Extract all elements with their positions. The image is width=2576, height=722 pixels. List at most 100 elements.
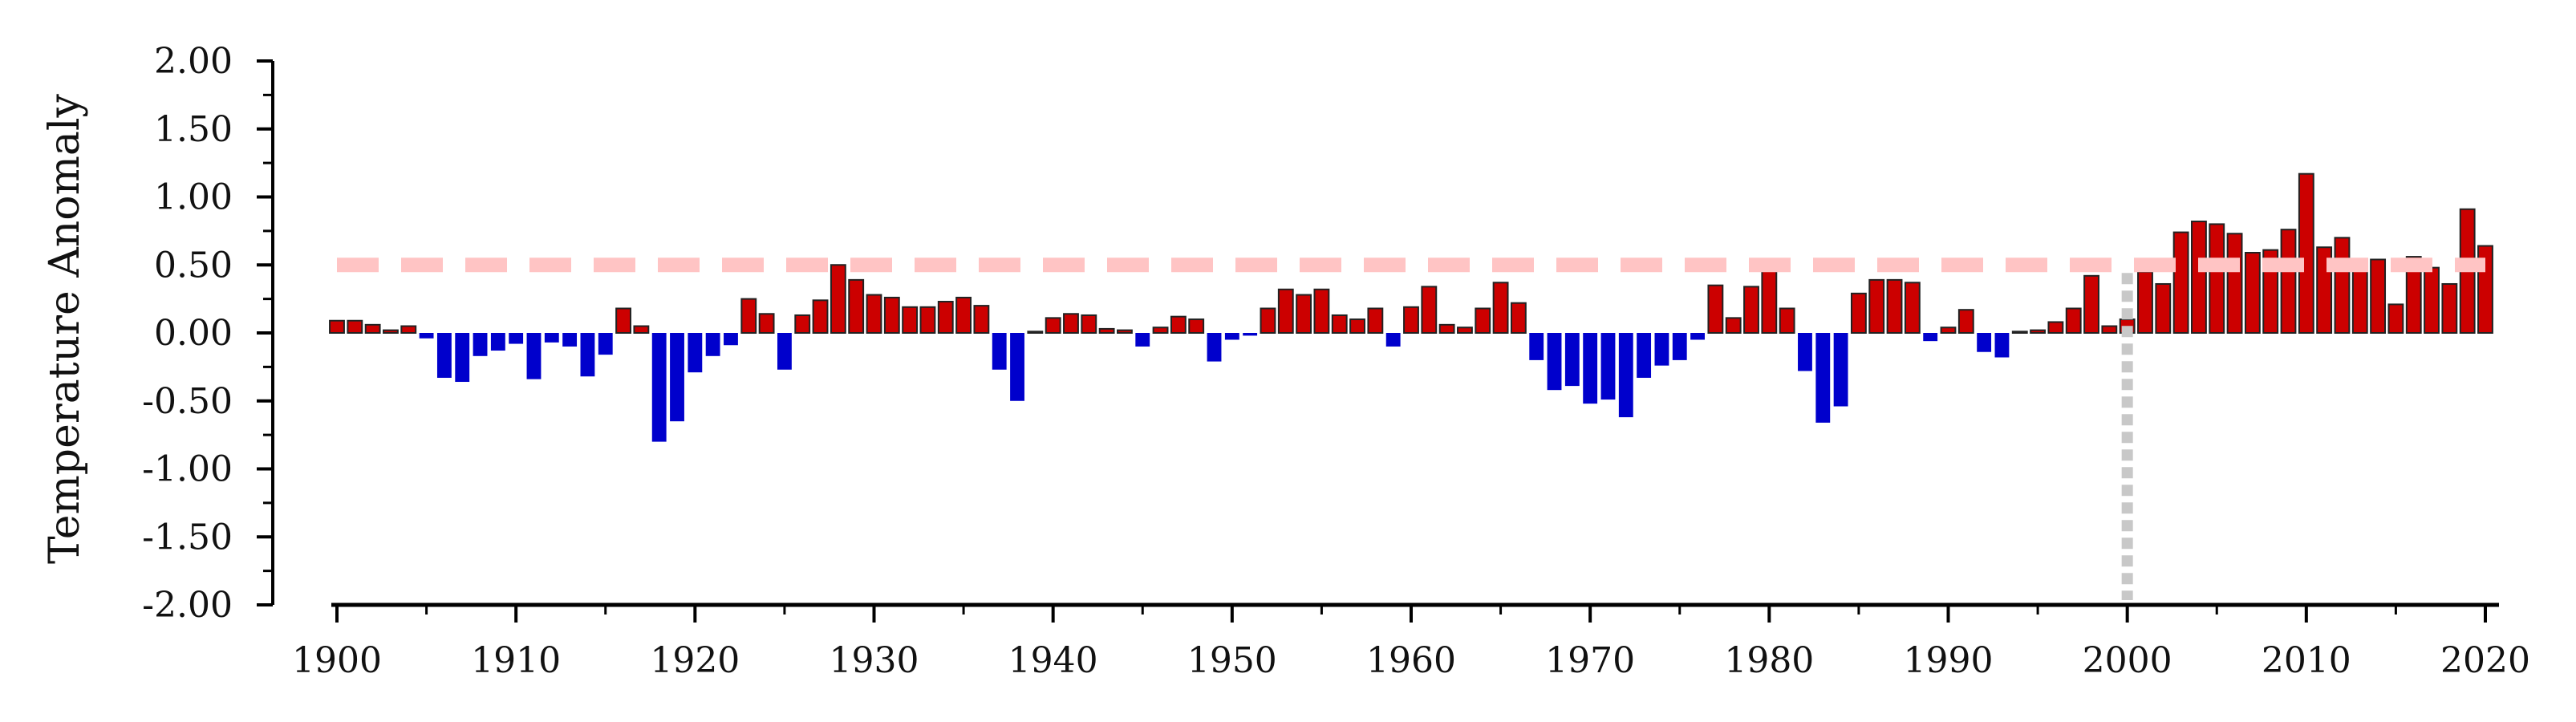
bar-2001 bbox=[2137, 270, 2153, 334]
bar-1932 bbox=[902, 306, 919, 334]
bar-1902 bbox=[364, 323, 381, 334]
bar-1944 bbox=[1117, 329, 1133, 334]
bar-1929 bbox=[848, 278, 865, 335]
bar-1925 bbox=[777, 333, 792, 370]
bar-1933 bbox=[919, 306, 936, 334]
bar-1921 bbox=[705, 333, 720, 356]
bar-1945 bbox=[1135, 333, 1150, 347]
bar-1997 bbox=[2065, 307, 2082, 334]
bar-1918 bbox=[651, 333, 667, 442]
x-tick-label: 1920 bbox=[650, 640, 740, 681]
x-tick-label: 1900 bbox=[292, 640, 382, 681]
bar-1972 bbox=[1618, 333, 1633, 418]
bar-1961 bbox=[1421, 286, 1438, 334]
bar-1991 bbox=[1957, 309, 1974, 335]
bar-1982 bbox=[1798, 333, 1812, 371]
bar-1963 bbox=[1457, 327, 1473, 335]
bar-1993 bbox=[1994, 333, 2010, 358]
bar-1995 bbox=[2030, 329, 2047, 334]
bar-1952 bbox=[1260, 307, 1276, 334]
bar-1983 bbox=[1815, 333, 1831, 423]
x-tick-label: 2020 bbox=[2440, 640, 2530, 681]
bar-1927 bbox=[812, 299, 829, 335]
bar-1968 bbox=[1547, 333, 1562, 391]
bar-1912 bbox=[544, 333, 559, 343]
bar-1985 bbox=[1850, 292, 1867, 334]
bar-1913 bbox=[562, 333, 578, 347]
bar-2018 bbox=[2441, 282, 2458, 335]
bar-2010 bbox=[2298, 172, 2314, 334]
bar-1970 bbox=[1583, 333, 1598, 404]
bar-1922 bbox=[724, 333, 738, 346]
bar-1911 bbox=[526, 333, 542, 379]
bar-1969 bbox=[1564, 333, 1580, 387]
x-tick-label: 1950 bbox=[1187, 640, 1277, 681]
bar-1915 bbox=[598, 333, 613, 355]
bar-1928 bbox=[830, 264, 846, 334]
x-tick-label: 1980 bbox=[1724, 640, 1814, 681]
bar-1974 bbox=[1654, 333, 1669, 366]
bar-1938 bbox=[1010, 333, 1024, 401]
bar-1988 bbox=[1904, 282, 1921, 334]
bar-1950 bbox=[1224, 333, 1239, 340]
bar-1989 bbox=[1923, 333, 1938, 342]
bar-1964 bbox=[1475, 307, 1491, 334]
bar-2017 bbox=[2424, 266, 2440, 335]
x-tick-label: 2000 bbox=[2083, 640, 2172, 681]
bar-2004 bbox=[2191, 221, 2207, 335]
bar-1946 bbox=[1152, 327, 1169, 335]
bar-2016 bbox=[2405, 256, 2422, 334]
bar-1906 bbox=[436, 333, 452, 378]
bar-1980 bbox=[1761, 270, 1778, 334]
bar-1908 bbox=[473, 333, 488, 356]
y-tick-label: 2.00 bbox=[154, 41, 233, 82]
bar-1962 bbox=[1438, 323, 1455, 334]
bar-1914 bbox=[580, 333, 595, 377]
y-tick-label: 1.50 bbox=[154, 109, 233, 150]
bar-2005 bbox=[2209, 223, 2225, 334]
bar-2015 bbox=[2387, 303, 2404, 335]
y-tick-label: -0.50 bbox=[142, 381, 233, 422]
bar-1978 bbox=[1725, 317, 1742, 334]
y-tick-label: 0.00 bbox=[154, 313, 233, 354]
bar-1904 bbox=[400, 325, 417, 334]
bar-1994 bbox=[2011, 331, 2028, 334]
x-tick-label: 1990 bbox=[1904, 640, 1994, 681]
bar-1954 bbox=[1296, 294, 1312, 335]
bar-1939 bbox=[1027, 331, 1044, 334]
bar-1976 bbox=[1690, 333, 1705, 340]
bar-1948 bbox=[1188, 318, 1205, 334]
y-tick-label: -2.00 bbox=[142, 585, 233, 626]
bar-1935 bbox=[955, 296, 972, 334]
y-tick-label: 1.00 bbox=[154, 177, 233, 218]
bar-1949 bbox=[1207, 333, 1222, 362]
bar-1955 bbox=[1313, 288, 1330, 335]
y-tick-label: -1.50 bbox=[142, 517, 233, 558]
y-ticks-group: 2.00 1.50 1.00 0.50 0.00 -0.50 -1.00 -1.50 -2.00 bbox=[142, 41, 273, 626]
bar-1917 bbox=[633, 325, 650, 334]
bar-1973 bbox=[1637, 333, 1652, 378]
bar-1942 bbox=[1081, 314, 1097, 335]
bar-1900 bbox=[329, 319, 345, 334]
bar-1905 bbox=[419, 333, 434, 339]
bar-1979 bbox=[1743, 286, 1759, 334]
x-tick-label: 1970 bbox=[1545, 640, 1635, 681]
bar-1967 bbox=[1529, 333, 1544, 360]
bar-1998 bbox=[2083, 274, 2099, 334]
reference-lines-group bbox=[337, 258, 2485, 600]
x-tick-label: 1910 bbox=[471, 640, 561, 681]
bar-1986 bbox=[1868, 278, 1885, 335]
bar-1960 bbox=[1403, 306, 1419, 334]
bar-1916 bbox=[615, 307, 631, 334]
bar-1984 bbox=[1833, 333, 1848, 407]
x-tick-label: 1960 bbox=[1366, 640, 1456, 681]
bar-1901 bbox=[347, 319, 363, 334]
bar-1924 bbox=[758, 313, 775, 334]
bar-1958 bbox=[1367, 307, 1384, 334]
bar-1990 bbox=[1940, 327, 1957, 335]
bar-1937 bbox=[992, 333, 1007, 370]
x-ticks-group: 1900 1910 1920 1930 1940 1950 1960 1970 1980 1990… bbox=[292, 605, 2530, 681]
bar-1947 bbox=[1170, 315, 1187, 335]
bar-1996 bbox=[2047, 321, 2064, 335]
